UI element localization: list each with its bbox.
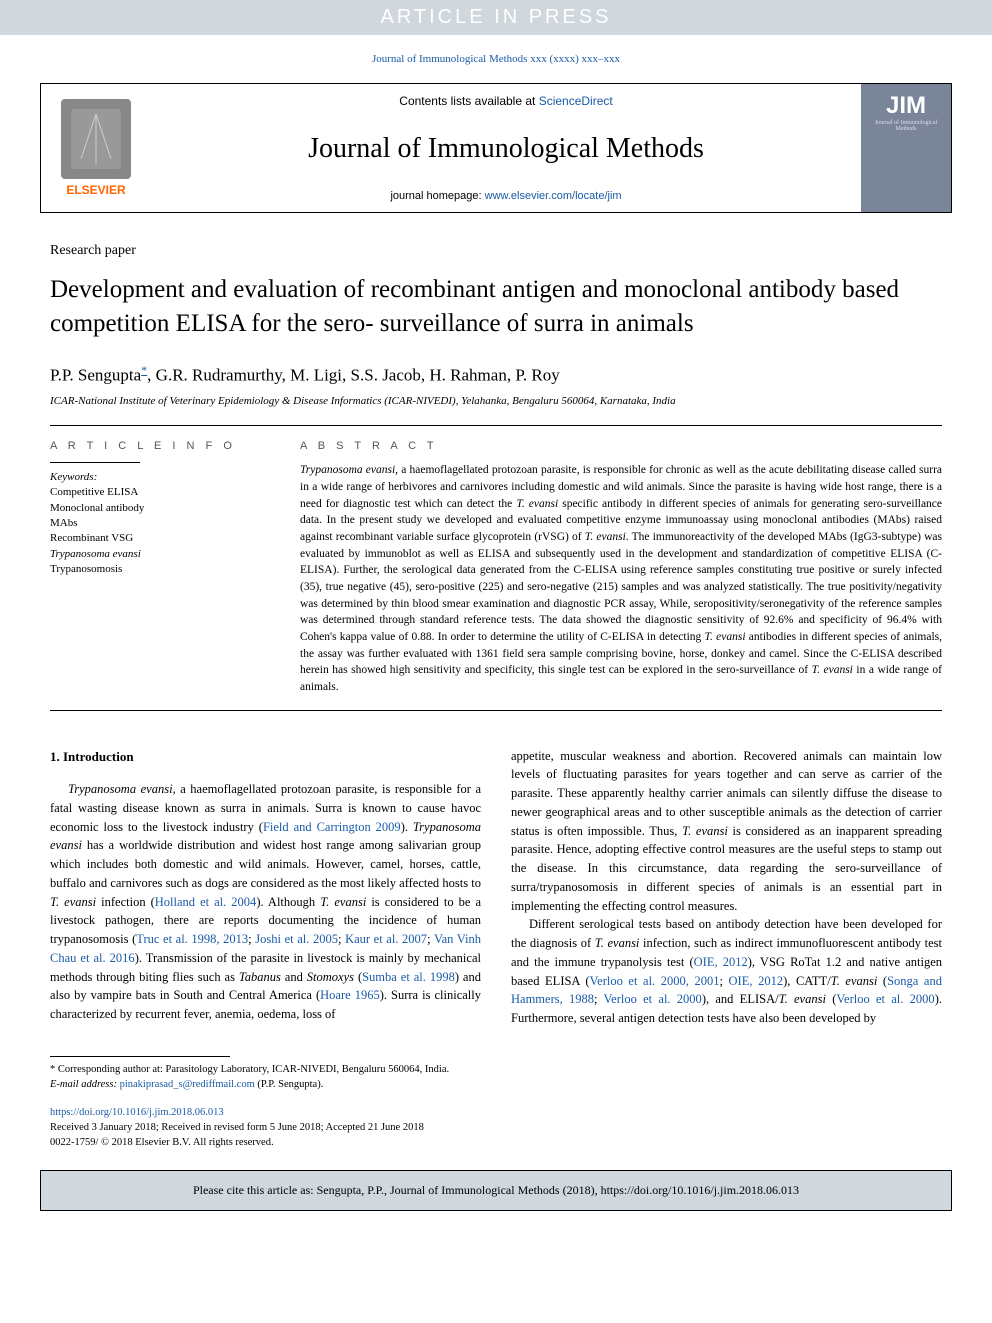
ref-link[interactable]: Sumba et al. 1998: [362, 970, 455, 984]
abstract-text: Trypanosoma evansi, a haemoflagellated p…: [300, 462, 942, 695]
ref-link[interactable]: Verloo et al. 2000, 2001: [590, 974, 720, 988]
intro-heading: 1. Introduction: [50, 747, 481, 767]
ref-link[interactable]: Field and Carrington 2009: [263, 820, 401, 834]
ref-link[interactable]: Truc et al. 1998, 2013: [136, 932, 248, 946]
article-in-press-banner: ARTICLE IN PRESS: [0, 0, 992, 35]
email-line: E-mail address: pinakiprasad_s@rediffmai…: [50, 1078, 942, 1093]
received-line: Received 3 January 2018; Received in rev…: [50, 1121, 942, 1136]
body-columns: 1. Introduction Trypanosoma evansi, a ha…: [50, 747, 942, 1028]
info-rule: [50, 462, 140, 463]
ref-link[interactable]: Joshi et al. 2005: [255, 932, 338, 946]
doi-link[interactable]: https://doi.org/10.1016/j.jim.2018.06.01…: [50, 1107, 224, 1118]
article-type: Research paper: [50, 243, 942, 259]
article-info-block: A R T I C L E I N F O Keywords: Competit…: [50, 440, 270, 695]
email-suffix: (P.P. Sengupta).: [255, 1079, 324, 1090]
corresponding-author-mark[interactable]: *: [141, 363, 147, 377]
corresponding-author-note: * Corresponding author at: Parasitology …: [50, 1063, 942, 1078]
email-label: E-mail address:: [50, 1079, 120, 1090]
homepage-link[interactable]: www.elsevier.com/locate/jim: [485, 190, 622, 202]
cover-subtitle: Journal of Immunological Methods: [865, 120, 947, 132]
ref-link[interactable]: Kaur et al. 2007: [345, 932, 427, 946]
keywords-label: Keywords:: [50, 471, 270, 483]
abstract-block: A B S T R A C T Trypanosoma evansi, a ha…: [300, 440, 942, 695]
ref-link[interactable]: OIE, 2012: [694, 955, 748, 969]
cite-this-article-box: Please cite this article as: Sengupta, P…: [40, 1170, 952, 1211]
ref-link[interactable]: Holland et al. 2004: [155, 895, 257, 909]
article-title: Development and evaluation of recombinan…: [50, 273, 942, 341]
intro-para-2: Different serological tests based on ant…: [511, 915, 942, 1028]
keyword: Competitive ELISA: [50, 485, 270, 500]
keyword: Trypanosoma evansi: [50, 547, 270, 562]
journal-header-box: ELSEVIER Contents lists available at Sci…: [40, 83, 952, 213]
elsevier-tree-icon: [61, 99, 131, 179]
email-link[interactable]: pinakiprasad_s@rediffmail.com: [120, 1079, 255, 1090]
column-right: appetite, muscular weakness and abortion…: [511, 747, 942, 1028]
contents-lists-line: Contents lists available at ScienceDirec…: [399, 94, 612, 108]
homepage-prefix: journal homepage:: [390, 190, 484, 202]
keyword: Trypanosomosis: [50, 562, 270, 577]
contents-prefix: Contents lists available at: [399, 94, 538, 108]
info-abstract-row: A R T I C L E I N F O Keywords: Competit…: [50, 440, 942, 695]
keywords-list: Competitive ELISA Monoclonal antibody MA…: [50, 485, 270, 577]
issn-line: 0022-1759/ © 2018 Elsevier B.V. All righ…: [50, 1136, 942, 1151]
doi-block: https://doi.org/10.1016/j.jim.2018.06.01…: [50, 1106, 942, 1150]
intro-para-1-cont: appetite, muscular weakness and abortion…: [511, 747, 942, 916]
elsevier-wordmark: ELSEVIER: [66, 183, 125, 197]
ref-link[interactable]: Verloo et al. 2000: [836, 992, 934, 1006]
article-info-label: A R T I C L E I N F O: [50, 440, 270, 452]
journal-homepage-line: journal homepage: www.elsevier.com/locat…: [390, 190, 621, 202]
ref-link[interactable]: Hoare 1965: [320, 988, 380, 1002]
header-center: Contents lists available at ScienceDirec…: [151, 84, 861, 212]
journal-name: Journal of Immunological Methods: [308, 133, 704, 165]
elsevier-logo-block: ELSEVIER: [41, 84, 151, 212]
cover-abbr: JIM: [886, 92, 926, 120]
divider-bottom: [50, 710, 942, 711]
divider-top: [50, 425, 942, 426]
keyword: Monoclonal antibody: [50, 501, 270, 516]
affiliation: ICAR-National Institute of Veterinary Ep…: [50, 395, 942, 407]
keyword: MAbs: [50, 516, 270, 531]
article-content: Research paper Development and evaluatio…: [0, 213, 992, 1028]
authors-line: P.P. Sengupta*, G.R. Rudramurthy, M. Lig…: [50, 363, 942, 386]
abstract-label: A B S T R A C T: [300, 440, 942, 452]
sciencedirect-link[interactable]: ScienceDirect: [539, 94, 613, 108]
journal-reference: Journal of Immunological Methods xxx (xx…: [0, 35, 992, 83]
ref-link[interactable]: OIE, 2012: [729, 974, 784, 988]
ref-link[interactable]: Verloo et al. 2000: [604, 992, 702, 1006]
footnotes: * Corresponding author at: Parasitology …: [50, 1056, 942, 1092]
keyword: Recombinant VSG: [50, 531, 270, 546]
column-left: 1. Introduction Trypanosoma evansi, a ha…: [50, 747, 481, 1028]
footnote-rule: [50, 1056, 230, 1057]
journal-cover-thumbnail: JIM Journal of Immunological Methods: [861, 84, 951, 212]
intro-para-1: Trypanosoma evansi, a haemoflagellated p…: [50, 780, 481, 1024]
